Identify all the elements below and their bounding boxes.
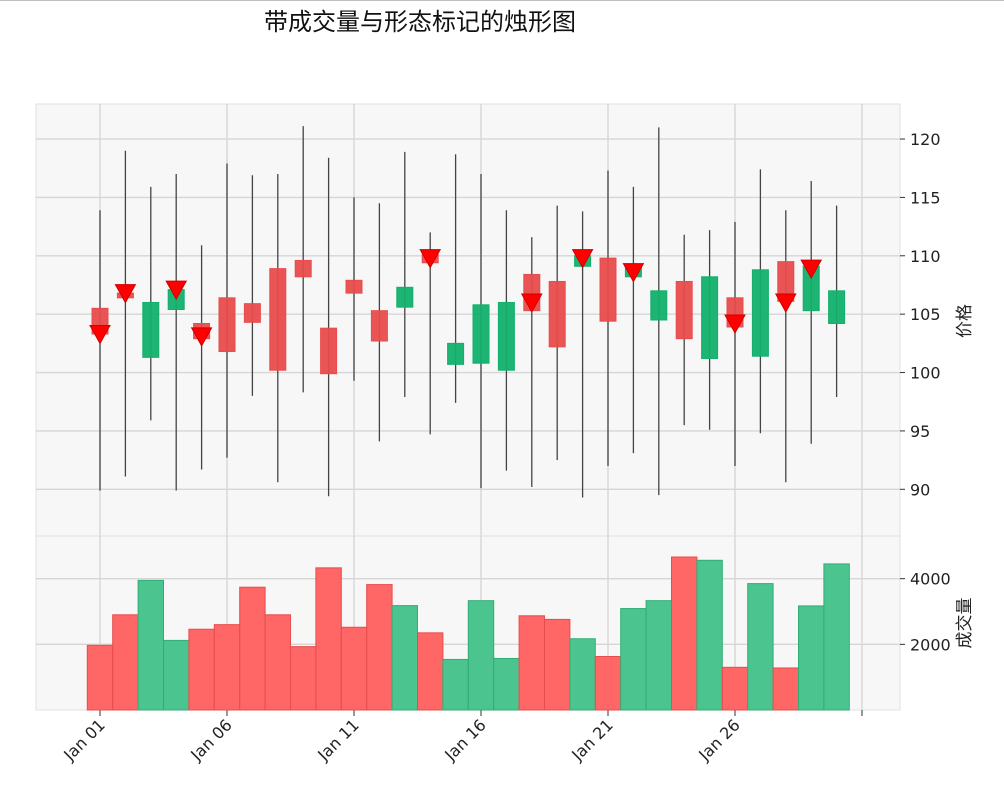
pattern-marker [800, 259, 823, 280]
candle-body [472, 304, 490, 364]
pattern-marker [419, 249, 442, 269]
volume-bar [696, 559, 723, 711]
x-tick-label: Jan 16 [440, 715, 490, 765]
volume-tick-label: 2000 [910, 635, 951, 654]
pattern-marker [89, 325, 111, 345]
price-tick-label: 100 [910, 364, 941, 383]
candle-body [751, 269, 769, 357]
candle-body [269, 268, 287, 371]
volume-bar [112, 614, 139, 711]
x-tick-label: Jan 11 [313, 715, 363, 765]
price-panel: 90 95 100 105 110 115 120 [35, 103, 941, 537]
volume-bar [442, 658, 469, 711]
volume-bar [264, 614, 292, 711]
candle-body [497, 301, 515, 371]
volume-bar [163, 639, 190, 711]
candle-body [243, 303, 261, 323]
volume-bar [315, 567, 342, 711]
price-tick-label: 90 [910, 480, 930, 499]
volume-bar [671, 556, 698, 711]
price-plot-area [35, 103, 901, 537]
candle-body [370, 310, 388, 342]
volume-bar [493, 657, 520, 711]
volume-bar [645, 600, 672, 711]
pattern-marker [190, 327, 213, 347]
candle-body [447, 342, 465, 365]
candle-body [142, 301, 160, 358]
x-tick-label: Jan 26 [694, 715, 744, 765]
volume-bar [137, 579, 165, 711]
pattern-marker [520, 293, 543, 314]
volume-bar [772, 667, 799, 711]
pattern-marker [114, 284, 137, 304]
volume-bar [86, 644, 114, 711]
volume-bar [569, 638, 596, 711]
pattern-marker [622, 263, 645, 283]
price-tick-label: 115 [910, 188, 941, 207]
candle-body [828, 290, 846, 325]
price-tick-label: 105 [910, 305, 941, 324]
volume-bar [620, 608, 647, 711]
candle-body [396, 286, 414, 308]
volume-bar [290, 646, 317, 711]
candle-body [599, 257, 617, 322]
candle-body [218, 297, 236, 353]
candle-body [294, 259, 312, 278]
volume-bar [721, 666, 749, 711]
volume-bar [213, 624, 241, 711]
x-tick-label: Jan 21 [567, 715, 617, 765]
volume-bar [823, 563, 850, 711]
x-tick-label: Jan 06 [186, 715, 236, 765]
candle-body [345, 279, 363, 294]
price-tick-label: 95 [910, 422, 930, 441]
volume-bar [518, 615, 545, 711]
volume-bar [544, 618, 571, 711]
x-tick-label: Jan 01 [59, 715, 109, 765]
candle-body [650, 290, 668, 321]
candle-body [320, 327, 338, 375]
volume-bar [188, 628, 215, 711]
volume-bar [366, 584, 393, 711]
price-tick-label: 120 [910, 130, 941, 149]
chart-title: 带成交量与形态标记的烛形图 [264, 8, 576, 36]
volume-bar [340, 626, 368, 711]
pattern-marker [165, 280, 188, 301]
candle-body [675, 280, 693, 340]
candle-body [701, 276, 719, 360]
top-border [0, 0, 1004, 1]
volume-bar [747, 583, 774, 711]
volume-panel: 2000 4000 Jan 01 Jan 06 Jan 11 Jan 16 Jan 21 Ja… [35, 535, 951, 765]
volume-bar [417, 632, 444, 711]
price-axis-label: 价格 [955, 304, 975, 338]
volume-axis-label: 成交量 [955, 598, 975, 649]
pattern-marker [774, 293, 797, 314]
volume-tick-label: 4000 [910, 570, 951, 589]
volume-bar [239, 586, 266, 711]
price-tick-label: 110 [910, 247, 941, 266]
candle-body [548, 280, 566, 348]
pattern-marker [724, 314, 746, 335]
volume-bar [391, 605, 419, 711]
volume-bar [594, 655, 622, 711]
volume-bar [467, 600, 495, 711]
pattern-marker [571, 249, 594, 269]
volume-bar [798, 605, 825, 711]
